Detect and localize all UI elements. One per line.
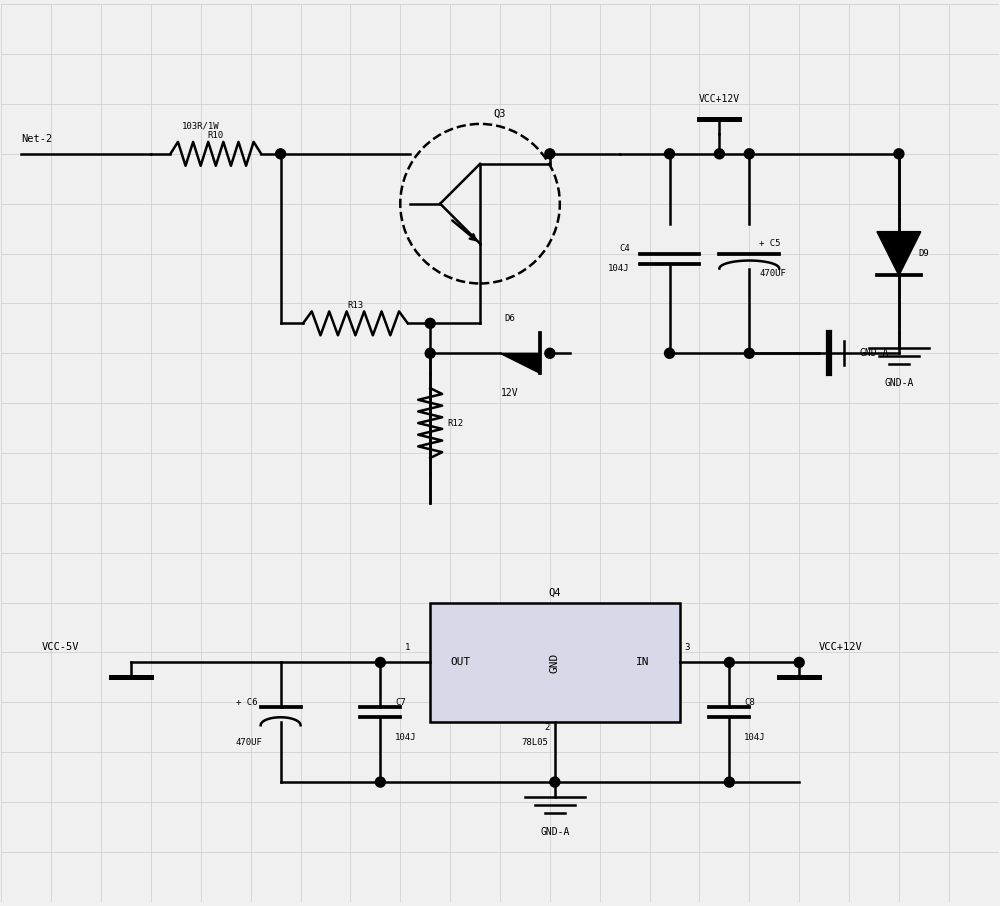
Circle shape xyxy=(375,658,385,668)
Text: Net-2: Net-2 xyxy=(21,134,53,144)
Circle shape xyxy=(545,149,555,159)
Circle shape xyxy=(425,348,435,358)
Circle shape xyxy=(550,777,560,787)
Text: IN: IN xyxy=(636,658,650,668)
Circle shape xyxy=(375,777,385,787)
Text: GND: GND xyxy=(550,652,560,672)
Text: OUT: OUT xyxy=(450,658,470,668)
Circle shape xyxy=(744,348,754,358)
Circle shape xyxy=(894,149,904,159)
Text: 470UF: 470UF xyxy=(236,737,263,747)
Circle shape xyxy=(794,658,804,668)
Text: 12V: 12V xyxy=(501,388,519,398)
Text: GND-A: GND-A xyxy=(884,378,914,388)
Text: 2: 2 xyxy=(544,723,550,732)
Circle shape xyxy=(276,149,286,159)
FancyBboxPatch shape xyxy=(430,602,680,722)
Circle shape xyxy=(724,658,734,668)
Text: GND-A: GND-A xyxy=(859,348,888,358)
Text: VCC+12V: VCC+12V xyxy=(819,642,863,652)
Text: 3: 3 xyxy=(684,643,690,652)
Text: Q3: Q3 xyxy=(494,109,506,119)
Text: 1: 1 xyxy=(405,643,410,652)
Text: D6: D6 xyxy=(505,313,515,323)
Text: 104J: 104J xyxy=(744,733,766,742)
Text: 104J: 104J xyxy=(395,733,417,742)
Text: C4: C4 xyxy=(619,244,630,253)
Text: R10: R10 xyxy=(208,131,224,140)
Text: 78L05: 78L05 xyxy=(521,737,548,747)
Text: C7: C7 xyxy=(395,698,406,707)
Text: + C6: + C6 xyxy=(236,698,257,707)
Text: C8: C8 xyxy=(744,698,755,707)
Circle shape xyxy=(425,318,435,328)
Text: R13: R13 xyxy=(347,301,363,310)
Text: VCC+12V: VCC+12V xyxy=(699,94,740,104)
Text: Q4: Q4 xyxy=(549,588,561,598)
Text: GND-A: GND-A xyxy=(540,827,570,837)
Circle shape xyxy=(665,348,675,358)
Polygon shape xyxy=(500,353,540,373)
Text: R12: R12 xyxy=(447,419,463,428)
Circle shape xyxy=(744,149,754,159)
Text: + C5: + C5 xyxy=(759,239,781,248)
Polygon shape xyxy=(877,232,921,275)
Circle shape xyxy=(545,348,555,358)
Text: 103R/1W: 103R/1W xyxy=(182,121,220,130)
Text: D9: D9 xyxy=(919,249,930,258)
Circle shape xyxy=(724,777,734,787)
Text: 104J: 104J xyxy=(608,264,630,273)
Text: VCC-5V: VCC-5V xyxy=(41,642,79,652)
Circle shape xyxy=(714,149,724,159)
Circle shape xyxy=(665,149,675,159)
Text: 470UF: 470UF xyxy=(759,269,786,278)
